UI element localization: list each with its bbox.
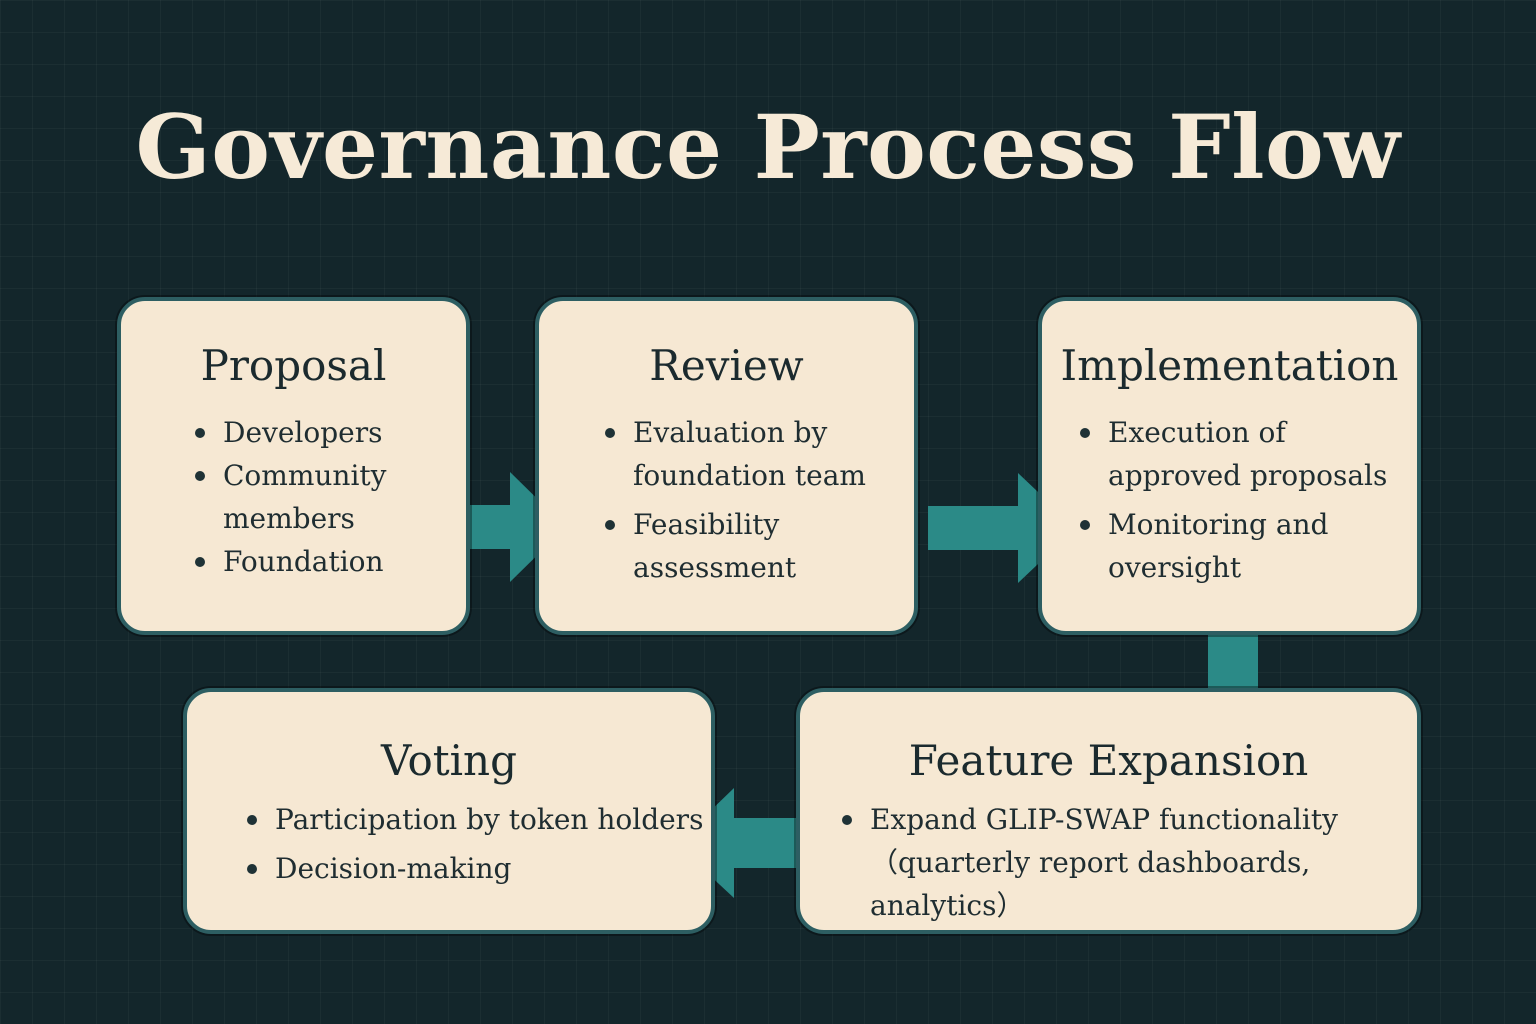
list-item: Evaluation by foundation team xyxy=(603,411,903,497)
step-review: Review Evaluation by foundation team Fea… xyxy=(535,297,918,635)
list-item: Expand GLIP-SWAP functionality（quarterly… xyxy=(840,798,1410,927)
arrow-proposal-to-review xyxy=(420,472,566,582)
step-voting: Voting Participation by token holders De… xyxy=(183,688,715,934)
step-implementation-list: Execution of approved proposals Monitori… xyxy=(1078,411,1408,589)
list-item: Foundation xyxy=(193,540,463,583)
list-item: Developers xyxy=(193,411,463,454)
list-item: Community members xyxy=(193,454,463,540)
step-implementation-heading: Implementation xyxy=(1060,341,1399,390)
step-feature-expansion-list: Expand GLIP-SWAP functionality（quarterly… xyxy=(840,798,1410,927)
step-feature-expansion: Feature Expansion Expand GLIP-SWAP funct… xyxy=(796,688,1421,934)
list-item: Monitoring and oversight xyxy=(1078,503,1408,589)
list-item: Decision-making xyxy=(245,847,705,890)
step-implementation: Implementation Execution of approved pro… xyxy=(1038,297,1421,635)
step-review-heading: Review xyxy=(649,341,804,390)
list-item: Feasibility assessment xyxy=(603,503,903,589)
step-feature-expansion-heading: Feature Expansion xyxy=(908,736,1309,785)
connector-implementation-to-feature-expansion xyxy=(1208,628,1258,694)
step-voting-heading: Voting xyxy=(380,736,517,785)
step-proposal-heading: Proposal xyxy=(200,341,387,390)
step-proposal-list: Developers Community members Foundation xyxy=(193,411,463,583)
list-item: Participation by token holders xyxy=(245,798,705,841)
list-item: Execution of approved proposals xyxy=(1078,411,1408,497)
diagram-title: Governance Process Flow xyxy=(135,95,1401,199)
step-voting-list: Participation by token holders Decision-… xyxy=(245,798,705,890)
step-review-list: Evaluation by foundation team Feasibilit… xyxy=(603,411,903,589)
step-proposal: Proposal Developers Community members Fo… xyxy=(117,297,470,635)
